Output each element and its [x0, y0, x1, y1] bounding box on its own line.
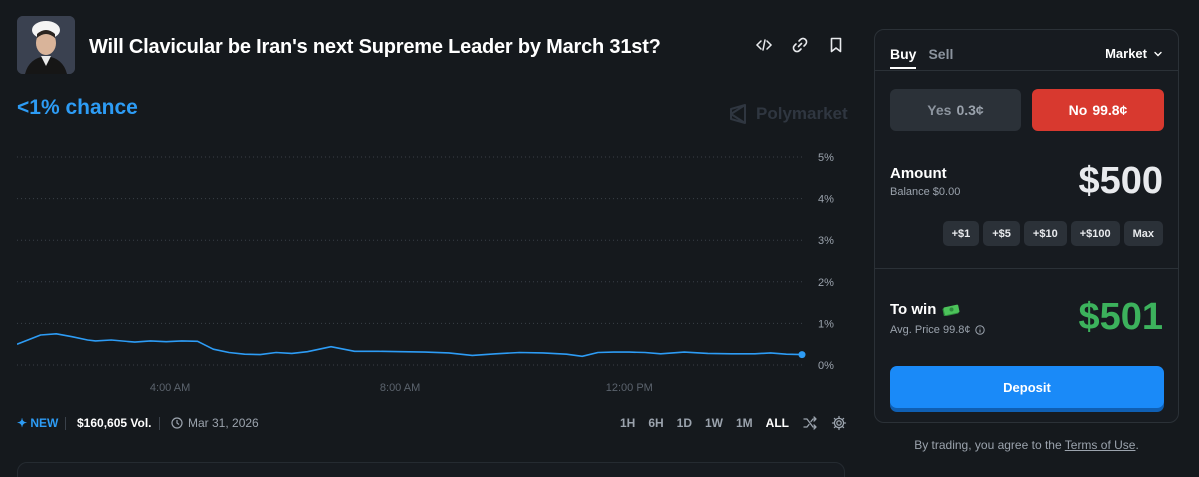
avg-price-label: Avg. Price 99.8¢: [890, 324, 971, 336]
range-1w[interactable]: 1W: [705, 416, 723, 430]
terms-prefix: By trading, you agree to the: [914, 438, 1062, 452]
x-tick-label: 8:00 AM: [380, 382, 420, 394]
order-type-dropdown[interactable]: Market: [1105, 46, 1163, 61]
tab-buy[interactable]: Buy: [890, 46, 917, 69]
y-tick-label: 1%: [818, 318, 834, 330]
divider: [875, 70, 1178, 71]
deposit-button[interactable]: Deposit: [890, 366, 1164, 408]
to-win-row: To win: [890, 301, 960, 318]
terms-notice: By trading, you agree to the Terms of Us…: [874, 438, 1179, 452]
divider: [875, 268, 1178, 269]
chance-label: <1% chance: [17, 96, 138, 119]
time-range-selector: 1H 6H 1D 1W 1M ALL: [620, 415, 847, 431]
no-button[interactable]: No 99.8¢: [1032, 89, 1164, 131]
x-tick-label: 12:00 PM: [606, 382, 653, 394]
no-label: No: [1068, 102, 1088, 118]
gear-icon[interactable]: [831, 415, 847, 431]
order-type-label: Market: [1105, 46, 1147, 61]
polymarket-logo: Polymarket: [728, 104, 848, 124]
y-tick-label: 3%: [818, 235, 834, 247]
y-tick-label: 0%: [818, 360, 834, 372]
to-win-value: $501: [1078, 296, 1163, 338]
yes-button[interactable]: Yes 0.3¢: [890, 89, 1021, 131]
amount-label: Amount: [890, 165, 947, 182]
brand-name: Polymarket: [756, 104, 848, 123]
new-badge: ✦ NEW: [17, 416, 59, 430]
quick-amount-button[interactable]: +$5: [983, 221, 1020, 246]
terms-suffix: .: [1135, 438, 1139, 452]
divider: [65, 417, 66, 430]
amount-input[interactable]: $500: [1078, 160, 1163, 202]
series-endpoint: [798, 351, 806, 359]
balance-label: Balance $0.00: [890, 186, 961, 198]
range-1m[interactable]: 1M: [736, 416, 753, 430]
quick-amount-button[interactable]: Max: [1123, 221, 1163, 246]
market-avatar: [17, 16, 75, 74]
y-tick-label: 4%: [818, 194, 834, 206]
quick-amount-buttons: +$1 +$5 +$10 +$100 Max: [942, 221, 1163, 246]
divider: [159, 417, 160, 430]
series-line: [17, 333, 803, 358]
range-1d[interactable]: 1D: [676, 416, 692, 430]
y-tick-label: 2%: [818, 277, 834, 289]
clock-icon: [171, 417, 183, 429]
y-tick-label: 5%: [818, 152, 834, 164]
range-6h[interactable]: 6H: [648, 416, 664, 430]
volume-label: $160,605 Vol.: [77, 416, 152, 430]
info-icon[interactable]: [974, 325, 985, 335]
quick-amount-button[interactable]: +$10: [1023, 221, 1067, 246]
avg-price-row: Avg. Price 99.8¢: [890, 324, 985, 336]
tab-sell[interactable]: Sell: [928, 46, 954, 62]
market-header: Will Clavicular be Iran's next Supreme L…: [17, 16, 845, 76]
market-details-card: [17, 462, 845, 477]
yes-price: 0.3¢: [956, 102, 984, 118]
to-win-label: To win: [890, 301, 937, 318]
quick-amount-button[interactable]: +$100: [1070, 221, 1120, 246]
range-all[interactable]: ALL: [765, 416, 789, 430]
end-date: Mar 31, 2026: [171, 416, 259, 430]
shuffle-icon[interactable]: [802, 415, 818, 431]
quick-amount-button[interactable]: +$1: [942, 221, 980, 246]
end-date-text: Mar 31, 2026: [188, 416, 259, 430]
polymarket-logo-icon: [730, 104, 746, 124]
trade-panel: Buy Sell Market Yes 0.3¢ No 99.8¢ Amount…: [874, 29, 1179, 423]
chevron-down-icon: [1154, 51, 1162, 56]
x-tick-label: 4:00 AM: [150, 382, 190, 394]
price-chart[interactable]: 5% 4% 3% 2% 1% 0% 4:00 AM 8:00 AM 12:00 PM: [17, 145, 847, 395]
bookmark-icon[interactable]: [827, 36, 845, 54]
terms-link[interactable]: Terms of Use: [1064, 438, 1136, 452]
market-title: Will Clavicular be Iran's next Supreme L…: [89, 36, 661, 58]
no-price: 99.8¢: [1092, 102, 1128, 118]
money-icon: [942, 304, 960, 316]
price-chart-svg: 5% 4% 3% 2% 1% 0% 4:00 AM 8:00 AM 12:00 PM: [17, 152, 834, 394]
chart-footer: ✦ NEW $160,605 Vol. Mar 31, 2026 1H 6H 1D 1…: [17, 415, 847, 433]
embed-code-icon[interactable]: [755, 36, 773, 54]
range-1h[interactable]: 1H: [619, 416, 636, 430]
yes-label: Yes: [927, 102, 952, 118]
link-icon[interactable]: [791, 36, 809, 54]
